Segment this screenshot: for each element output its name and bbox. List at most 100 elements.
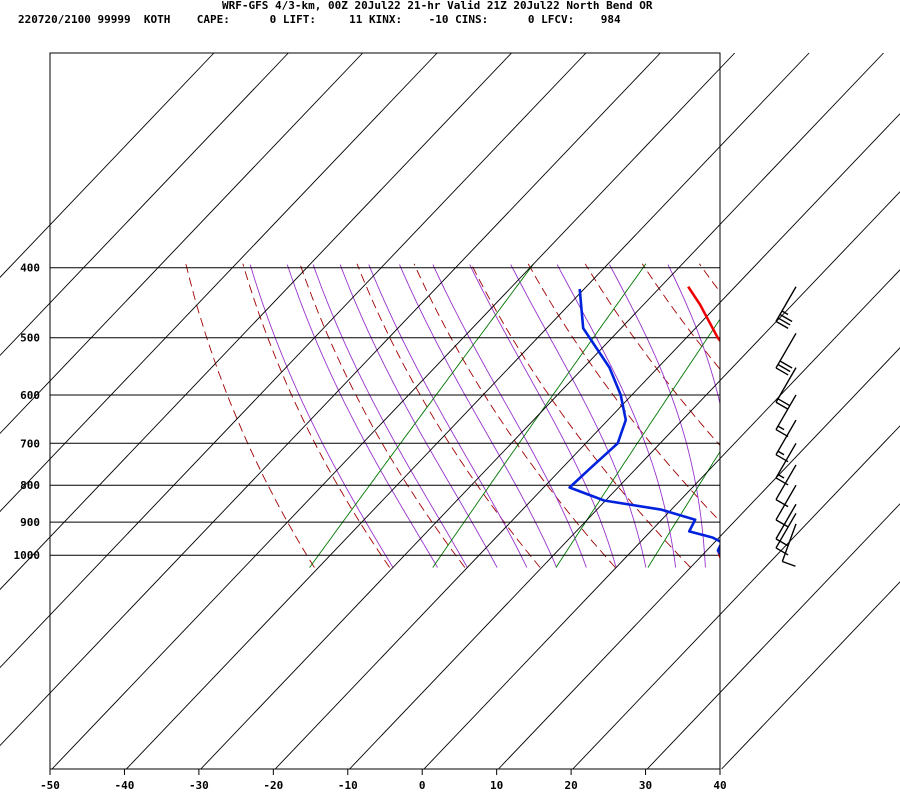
barb-staff	[775, 332, 797, 369]
moist-adiabat	[884, 265, 900, 568]
barb-staff	[775, 394, 797, 430]
x-tick-label: -50	[40, 779, 60, 792]
barb-half-feather	[777, 450, 785, 456]
moist-adiabat	[312, 264, 468, 568]
barb-staff	[775, 442, 797, 479]
y-tick-label: 500	[20, 332, 40, 345]
x-tick-label: 30	[639, 779, 652, 792]
barb-feather	[775, 538, 789, 547]
temperature-trace	[687, 285, 720, 559]
x-tick-label: -20	[263, 779, 283, 792]
x-tick-label: -40	[115, 779, 135, 792]
dry-adiabat	[185, 263, 315, 568]
isotherm-line	[0, 52, 289, 357]
y-tick-label: 400	[20, 262, 40, 275]
wind-barb	[775, 503, 797, 547]
barb-staff	[775, 512, 797, 549]
moist-adiabat	[667, 264, 720, 406]
barb-feather	[775, 320, 789, 329]
moist-adiabat	[731, 265, 769, 568]
dry-adiabat	[299, 263, 466, 568]
barb-feather	[777, 398, 791, 407]
y-tick-label: 600	[20, 389, 40, 402]
isotherm-line	[0, 52, 587, 669]
dewpoint-trace	[568, 288, 720, 557]
barb-feather	[777, 317, 791, 326]
plot-frame	[49, 52, 721, 775]
wind-barb	[781, 523, 797, 567]
barb-feather	[775, 477, 789, 486]
x-tick-label: 40	[713, 779, 726, 792]
barb-feather	[775, 401, 789, 410]
barb-feather	[777, 363, 791, 373]
sounding-traces	[568, 285, 720, 559]
axis-labels: 400 500 600 700 800 900 1000 -50 -40 -30 -20 -10 0 10…	[14, 262, 727, 792]
mixing-ratio-line	[432, 263, 647, 568]
moist-adiabat	[824, 265, 856, 568]
barb-feather	[782, 560, 796, 567]
plot-border	[49, 52, 721, 770]
wind-barb	[775, 512, 797, 556]
x-tick-label: 10	[490, 779, 503, 792]
dry-adiabat	[470, 263, 691, 568]
barb-feather	[779, 313, 793, 323]
barb-feather	[775, 367, 789, 376]
mixing-ratio-line	[555, 318, 720, 568]
grid	[0, 52, 900, 770]
barb-staff	[775, 367, 797, 403]
y-tick-label: 900	[20, 516, 40, 529]
sounding-indices: 220720/2100 99999 KOTH CAPE: 0 LIFT: 11 …	[18, 13, 621, 26]
isotherm-line	[423, 269, 900, 770]
isotherm-line	[646, 503, 900, 770]
barb-half-feather	[777, 473, 785, 479]
moist-adiabat	[556, 264, 677, 568]
wind-barb	[775, 367, 797, 410]
moist-adiabat	[432, 264, 587, 568]
isotherm-line	[572, 425, 900, 770]
isotherm-line	[498, 347, 900, 770]
chart-title: WRF-GFS 4/3-km, 00Z 20Jul22 21-hr Valid …	[222, 0, 653, 12]
dry-adiabat	[413, 263, 616, 568]
isotherm-line	[51, 52, 736, 770]
isotherm-line	[349, 191, 900, 770]
dry-adiabat	[871, 264, 900, 568]
moist-adiabat	[795, 265, 809, 568]
moist-adiabat	[286, 264, 438, 568]
y-tick-label: 700	[20, 437, 40, 450]
moist-adiabat	[399, 264, 558, 568]
barb-staff	[775, 464, 797, 500]
wind-barb	[775, 442, 797, 486]
barb-staff	[781, 523, 797, 562]
barb-half-feather	[781, 310, 789, 316]
isotherm-line	[200, 52, 884, 770]
wind-barb	[775, 484, 797, 528]
isotherm-line	[0, 52, 364, 435]
x-tick-label: 20	[564, 779, 577, 792]
moist-adiabat	[249, 264, 394, 568]
barb-half-feather	[777, 425, 785, 431]
barb-feather	[775, 519, 789, 528]
isotherm-line	[0, 52, 438, 513]
background-lines	[185, 263, 900, 568]
wind-barb	[775, 464, 797, 508]
barb-feather	[775, 547, 789, 556]
isotherm-line	[126, 52, 810, 770]
moist-adiabat	[469, 264, 617, 568]
wind-barb	[775, 394, 797, 438]
moist-adiabat	[368, 264, 528, 568]
isotherm-line	[0, 52, 512, 591]
dry-adiabat	[699, 263, 720, 293]
dry-adiabat	[756, 264, 900, 568]
wind-barbs	[775, 286, 797, 567]
isotherm-line	[0, 52, 661, 747]
wind-barb	[775, 332, 797, 376]
barb-staff	[775, 419, 797, 456]
mixing-ratio-line	[745, 264, 900, 568]
y-tick-label: 800	[20, 479, 40, 492]
isotherm-line	[274, 113, 900, 770]
barb-staff	[775, 503, 797, 540]
barb-feather	[775, 428, 789, 438]
isotherm-line	[721, 581, 900, 770]
moist-adiabat	[339, 264, 498, 568]
isotherm-line	[0, 52, 215, 278]
